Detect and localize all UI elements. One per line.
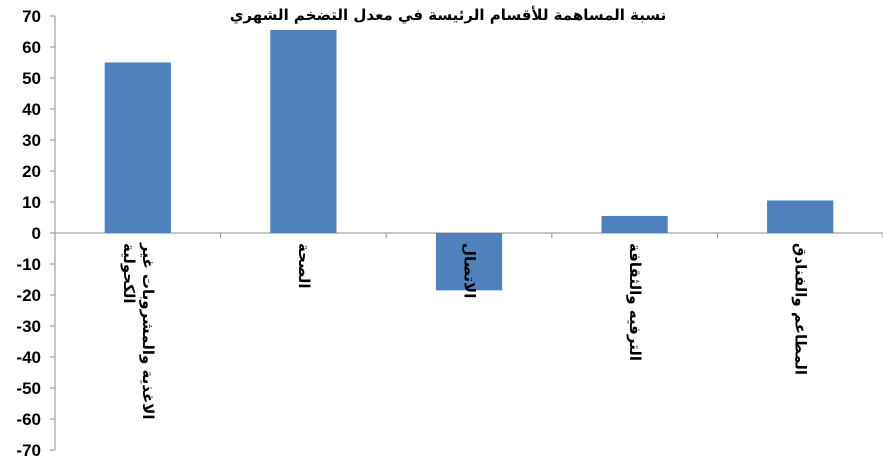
y-tick-label: -50 [16, 379, 41, 398]
y-tick-label: 40 [22, 100, 41, 119]
chart-title: نسبة المساهمة للأقسام الرئيسة في معدل ال… [230, 6, 667, 25]
x-tick-label: الاتصال [461, 243, 479, 298]
y-tick-label: 0 [32, 224, 41, 243]
x-tick-label: الكحولية [120, 243, 138, 304]
bars [104, 29, 834, 291]
y-tick-label: -40 [16, 348, 41, 367]
x-tick-label: المطاعم والفنادق [792, 243, 810, 375]
bar [104, 62, 171, 233]
bar [270, 29, 337, 234]
y-tick-label: -70 [16, 441, 41, 460]
bar [435, 233, 503, 291]
bar [601, 215, 668, 233]
x-tick-label: الصحة [295, 243, 313, 288]
y-axis: 70 60 50 40 30 20 10 0 -10 -20 -30 -40 -50 -60 -70 [16, 7, 56, 460]
y-tick-label: -60 [16, 410, 41, 429]
y-tick-label: -10 [16, 255, 41, 274]
y-tick-label: 50 [22, 69, 41, 88]
y-tick-label: -30 [16, 317, 41, 336]
y-tick-label: 70 [22, 7, 41, 26]
x-tick-label: الترفيه والثقافة [626, 243, 644, 361]
bar [767, 200, 834, 233]
y-tick-label: 10 [22, 193, 41, 212]
y-tick-label: 20 [22, 162, 41, 181]
x-tick-label: الاغذية والمشروبات غير [139, 242, 157, 420]
y-tick-label: 30 [22, 131, 41, 150]
y-tick-label: -20 [16, 286, 41, 305]
y-tick-label: 60 [22, 38, 41, 57]
